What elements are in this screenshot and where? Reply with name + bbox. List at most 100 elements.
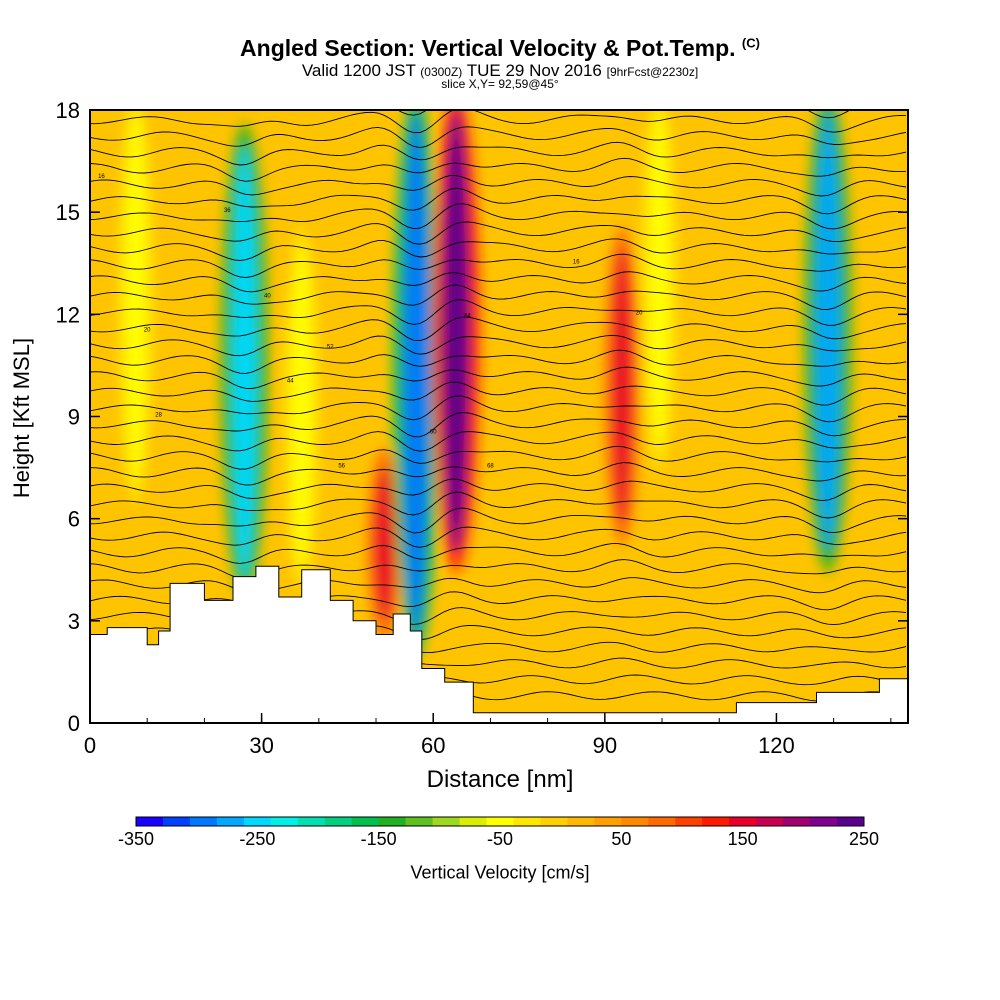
theta-contour-line xyxy=(90,478,907,502)
y-tick-label: 9 xyxy=(68,405,80,430)
colorbar-swatch xyxy=(756,817,784,826)
velocity-column-core xyxy=(230,144,258,580)
plot-area: 16 20 28 36 40 44 52 56 60 64 68 16 20 xyxy=(90,110,908,723)
theta-contour-line xyxy=(90,187,907,215)
colorbar-tick-label: -50 xyxy=(487,829,513,849)
velocity-column-core xyxy=(814,110,842,553)
contour-label: 16 xyxy=(573,259,580,265)
theta-contours xyxy=(90,110,907,702)
velocity-column-core xyxy=(291,246,312,570)
y-tick-label: 18 xyxy=(56,98,80,123)
contour-label: 20 xyxy=(636,310,643,316)
x-axis-label: Distance [nm] xyxy=(426,766,574,793)
theta-contour-line xyxy=(90,381,907,406)
velocity-column-core xyxy=(125,110,146,485)
theta-contour-line xyxy=(90,395,907,423)
theta-contour-line xyxy=(90,126,907,149)
theta-contour-line xyxy=(90,141,907,166)
theta-contour-line xyxy=(90,491,907,519)
colorbar-swatch xyxy=(459,817,488,826)
y-tick-label: 6 xyxy=(68,507,80,532)
colorbar-swatch xyxy=(351,817,380,826)
theta-contour-line xyxy=(90,349,907,374)
theta-contour-line xyxy=(90,271,907,293)
contour-label: 56 xyxy=(338,464,345,470)
theta-contour-line xyxy=(90,110,907,134)
contour-label: 28 xyxy=(155,413,162,419)
theta-contour-line xyxy=(90,221,907,245)
contour-label: 44 xyxy=(287,378,294,384)
x-tick-label: 90 xyxy=(593,733,617,758)
colorbar: -350 -250 -150 -50 50 150 250 xyxy=(118,816,879,849)
contour-label: 20 xyxy=(144,327,151,333)
colorbar-label: Vertical Velocity [cm/s] xyxy=(410,862,590,883)
colorbar-tick-label: -350 xyxy=(118,829,154,849)
colorbar-frame xyxy=(135,816,865,827)
colorbar-swatch xyxy=(729,817,757,826)
y-tick-label: 0 xyxy=(68,711,80,736)
theta-contour-line xyxy=(90,203,907,230)
theta-contour-line xyxy=(90,507,907,534)
colorbar-swatch xyxy=(162,817,191,826)
theta-contour-line xyxy=(90,284,907,310)
colorbar-tick-label: 50 xyxy=(611,829,631,849)
contour-label: 16 xyxy=(98,174,105,180)
colorbar-swatch xyxy=(297,817,326,826)
colorbar-swatch xyxy=(837,817,865,826)
colorbar-swatch xyxy=(270,817,299,826)
colorbar-swatch xyxy=(513,817,541,826)
theta-contour-line xyxy=(90,157,907,182)
colorbar-tick-label: 250 xyxy=(849,829,879,849)
colorbar-tick-label: -150 xyxy=(361,829,397,849)
contour-label: 52 xyxy=(327,344,334,350)
x-tick-label: 60 xyxy=(421,733,445,758)
velocity-columns xyxy=(118,110,852,658)
theta-contour-line xyxy=(90,445,907,470)
colorbar-swatch xyxy=(810,817,838,826)
velocity-column-core xyxy=(374,467,395,621)
theta-contour-line xyxy=(90,526,907,548)
theta-contour-line xyxy=(90,591,907,611)
colorbar-swatch xyxy=(216,817,245,826)
y-axis-label: Height [Kft MSL] xyxy=(9,337,34,499)
velocity-column-core xyxy=(649,110,670,451)
colorbar-tick-label: -250 xyxy=(239,829,275,849)
contour-labels: 16 20 28 36 40 44 52 56 60 64 68 16 20 xyxy=(98,174,643,469)
y-axis: 0 3 6 9 12 15 18 xyxy=(56,98,908,736)
theta-contour-line xyxy=(90,316,907,342)
colorbar-tick-label: 150 xyxy=(728,829,758,849)
colorbar-swatch xyxy=(783,817,811,826)
x-tick-label: 120 xyxy=(758,733,795,758)
theta-contour-line xyxy=(90,253,907,278)
velocity-column-core xyxy=(612,246,632,526)
colorbar-swatch xyxy=(378,817,407,826)
theta-contour-line xyxy=(90,238,907,261)
colorbar-swatch xyxy=(621,817,649,826)
theta-contour-line xyxy=(90,334,907,357)
y-tick-label: 3 xyxy=(68,609,80,634)
x-axis: 0 30 60 90 120 xyxy=(84,713,892,758)
contour-label: 68 xyxy=(487,464,494,470)
contour-label: 64 xyxy=(464,314,471,320)
colorbar-swatch xyxy=(702,817,730,826)
theta-contour-line xyxy=(90,175,907,197)
colorbar-swatch xyxy=(594,817,622,826)
theta-contour-line xyxy=(90,577,907,594)
y-tick-label: 12 xyxy=(56,302,80,327)
chart-title: Angled Section: Vertical Velocity & Pot.… xyxy=(240,35,760,61)
colorbar-swatch xyxy=(675,817,703,826)
contour-label: 60 xyxy=(430,430,437,436)
theta-contour-line xyxy=(90,431,907,452)
terrain xyxy=(90,565,908,723)
y-tick-label: 15 xyxy=(56,200,80,225)
colorbar-swatch xyxy=(432,817,461,826)
chart-subtitle: Valid 1200 JST (0300Z) TUE 29 Nov 2016 [… xyxy=(301,61,699,80)
colorbar-swatch xyxy=(243,817,272,826)
colorbar-swatch xyxy=(567,817,595,826)
colorbar-swatch xyxy=(405,817,434,826)
slice-info: slice X,Y= 92,59@45° xyxy=(441,77,559,91)
colorbar-swatch xyxy=(136,817,164,826)
colorbar-swatch xyxy=(486,817,514,826)
theta-contour-line xyxy=(90,462,907,486)
